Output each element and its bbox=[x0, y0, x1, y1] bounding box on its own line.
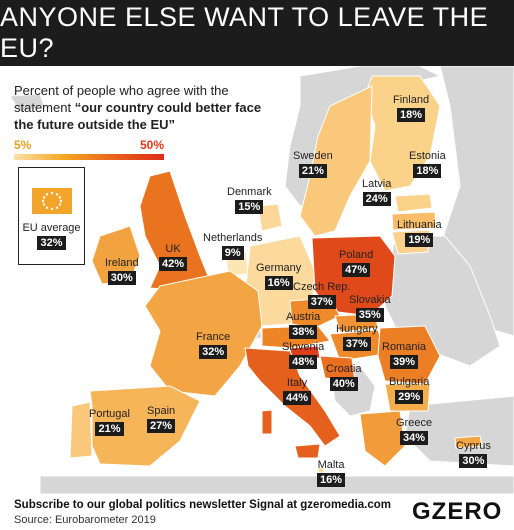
country-label-ireland: Ireland 30% bbox=[105, 257, 139, 285]
country-label-latvia: Latvia 24% bbox=[362, 178, 392, 206]
country-label-portugal: Portugal 21% bbox=[89, 408, 130, 436]
iceland-shape bbox=[9, 93, 45, 113]
country-label-cyprus: Cyprus 30% bbox=[456, 440, 491, 468]
legend-scale: 5% 50% bbox=[14, 138, 164, 160]
country-label-romania: Romania 39% bbox=[382, 341, 427, 369]
country-label-bulgaria: Bulgaria 29% bbox=[389, 376, 430, 404]
country-label-greece: Greece 34% bbox=[396, 417, 433, 445]
country-label-malta: Malta 16% bbox=[317, 459, 346, 487]
europe-map bbox=[9, 66, 514, 494]
legend-labels: 5% 50% bbox=[14, 138, 164, 152]
country-label-austria: Austria 38% bbox=[286, 311, 321, 339]
country-label-france: France 32% bbox=[196, 331, 231, 359]
spain-shape bbox=[89, 385, 201, 467]
country-label-hungary: Hungary 37% bbox=[336, 323, 378, 351]
country-label-italy: Italy 44% bbox=[283, 377, 312, 405]
estonia-shape bbox=[394, 193, 433, 213]
uk-shape bbox=[139, 170, 211, 292]
country-label-netherlands: Netherlands 9% bbox=[203, 232, 263, 260]
subtitle-bold: “our country could better face the futur… bbox=[14, 100, 262, 132]
country-label-czech: Czech Rep. 37% bbox=[293, 281, 351, 309]
legend-max-label: 50% bbox=[139, 138, 164, 152]
greece-shape bbox=[359, 410, 406, 467]
source-text: Source: Eurobarometer 2019 bbox=[14, 514, 156, 526]
sweden-shape bbox=[299, 85, 373, 237]
legend-gradient-bar bbox=[14, 154, 164, 160]
sicily-shape bbox=[294, 443, 321, 459]
title-bar: ANYONE ELSE WANT TO LEAVE THE EU? bbox=[0, 0, 514, 66]
subscribe-text: Subscribe to our global politics newslet… bbox=[14, 499, 392, 511]
country-label-germany: Germany 16% bbox=[256, 262, 302, 290]
portugal-shape bbox=[69, 401, 93, 459]
country-label-estonia: Estonia 18% bbox=[409, 150, 446, 178]
north-africa-shape bbox=[39, 475, 514, 494]
eu-average-value: 32% bbox=[37, 236, 66, 250]
eu-average-box: EU average 32% bbox=[18, 167, 85, 265]
eu-flag-icon bbox=[31, 188, 72, 214]
country-label-slovenia: Slovenia 48% bbox=[282, 341, 325, 369]
gzero-logo: GZERO bbox=[412, 498, 503, 525]
country-label-poland: Poland 47% bbox=[339, 249, 374, 277]
page-title: ANYONE ELSE WANT TO LEAVE THE EU? bbox=[0, 2, 489, 63]
country-label-croatia: Croatia 40% bbox=[326, 363, 362, 391]
denmark-shape bbox=[257, 203, 283, 232]
latvia-shape bbox=[391, 211, 437, 231]
eu-average-label: EU average bbox=[22, 222, 81, 234]
footer: Subscribe to our global politics newslet… bbox=[0, 494, 514, 530]
country-label-lithuania: Lithuania 19% bbox=[397, 219, 442, 247]
cyprus-shape bbox=[454, 435, 483, 449]
country-label-uk: UK 42% bbox=[159, 243, 188, 271]
legend-min-label: 5% bbox=[14, 138, 32, 152]
country-label-spain: Spain 27% bbox=[147, 405, 176, 433]
sardinia-shape bbox=[261, 409, 273, 435]
france-shape bbox=[144, 270, 263, 397]
map-area bbox=[0, 66, 514, 494]
country-label-sweden: Sweden 21% bbox=[293, 150, 333, 178]
country-label-slovakia: Slovakia 35% bbox=[349, 294, 391, 322]
country-label-finland: Finland 18% bbox=[393, 94, 430, 122]
subtitle: Percent of people who agree with the sta… bbox=[14, 82, 264, 133]
subtitle-plain: Percent of people who agree with the sta… bbox=[14, 83, 229, 115]
country-label-denmark: Denmark 15% bbox=[227, 186, 272, 214]
